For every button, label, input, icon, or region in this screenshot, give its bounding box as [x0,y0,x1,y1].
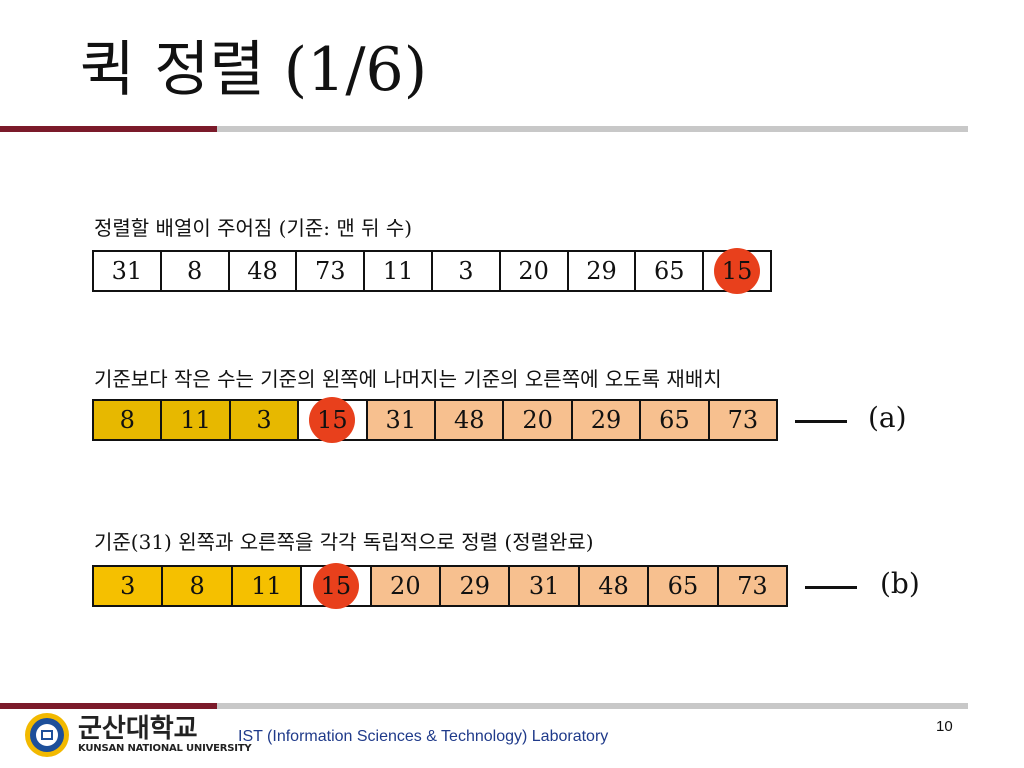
label-a: (a) [868,401,907,434]
array-cell: 48 [579,567,650,605]
cell-value: 8 [189,572,205,600]
array-cell: 31 [510,567,580,605]
footer-lab-name: IST (Information Sciences & Technology) … [238,728,609,745]
slide-title: 퀵 정렬 (1/6) [80,35,428,105]
array-cell: 31 [94,252,162,290]
array-cell: 65 [641,401,710,439]
array-cell: 15 [299,397,368,443]
array-cell: 20 [371,567,442,605]
label-line-b [805,586,857,589]
cell-value: 29 [459,572,490,600]
caption-partition: 기준보다 작은 수는 기준의 왼쪽에 나머지는 기준의 오른쪽에 오도록 재배치 [94,367,722,391]
array-cell: 65 [636,252,705,290]
array-cell: 20 [500,252,569,290]
array-row-partitioned: 8 11 3 15 31 48 20 29 65 73 [92,397,778,443]
cell-value: 11 [180,406,211,434]
array-cell: 8 [94,401,163,439]
pivot-marker [309,397,356,443]
caption-initial-array: 정렬할 배열이 주어짐 (기준: 맨 뒤 수) [94,216,413,240]
cell-value: 20 [522,406,553,434]
array-cell: 73 [718,567,787,605]
cell-value: 29 [590,406,622,434]
array-cell: 29 [572,401,642,439]
cell-value: 65 [659,406,690,434]
cell-value: 73 [737,572,768,600]
array-cell: 11 [232,567,303,605]
cell-value: 29 [586,257,617,285]
cell-value: 31 [385,406,417,434]
array-cell: 11 [162,401,231,439]
title-divider [0,126,1024,132]
array-cell: 29 [441,567,511,605]
logo-korean-name: 군산대학교 [78,713,198,744]
cell-value: 48 [247,257,278,285]
pivot-marker [714,248,761,294]
cell-value: 3 [120,572,136,600]
array-cell: 11 [365,252,433,290]
cell-value: 31 [111,257,143,285]
cell-value: 15 [320,572,352,600]
caption-sorted: 기준(31) 왼쪽과 오른쪽을 각각 독립적으로 정렬 (정렬완료) [94,530,594,554]
cell-value: 65 [667,572,699,600]
label-line-a [795,420,847,423]
cell-value: 15 [721,257,753,285]
cell-value: 8 [187,257,203,285]
array-row-initial: 31 8 48 73 11 3 20 29 65 15 [92,248,772,294]
array-cell: 48 [436,401,505,439]
cell-value: 65 [654,257,685,285]
array-cell: 3 [230,401,300,439]
array-row-sorted: 3 8 11 15 20 29 31 48 65 73 [92,563,788,609]
array-cell: 15 [704,248,770,294]
cell-value: 3 [256,406,272,434]
cell-value: 73 [727,406,759,434]
cell-value: 3 [458,257,474,285]
array-cell: 8 [163,567,233,605]
cell-value: 11 [251,572,282,600]
cell-value: 20 [518,257,549,285]
array-cell: 3 [94,567,164,605]
array-cell: 15 [302,563,372,609]
cell-value: 11 [382,257,414,285]
footer-divider [0,703,1024,709]
array-cell: 3 [432,252,501,290]
cell-value: 48 [453,406,485,434]
array-cell: 29 [568,252,637,290]
array-cell: 31 [367,401,437,439]
university-logo: 군산대학교 KUNSAN NATIONAL UNIVERSITY [24,712,252,758]
pivot-marker [312,563,359,609]
cell-value: 73 [315,257,346,285]
cell-value: 31 [528,572,560,600]
cell-value: 48 [598,572,629,600]
array-cell: 73 [709,401,777,439]
university-emblem-icon [25,713,69,757]
label-b: (b) [880,567,920,600]
cell-value: 15 [317,406,348,434]
page-number: 10 [936,718,953,735]
array-cell: 20 [504,401,573,439]
array-cell: 73 [297,252,366,290]
cell-value: 20 [390,572,421,600]
array-cell: 65 [649,567,719,605]
array-cell: 8 [161,252,230,290]
logo-english-name: KUNSAN NATIONAL UNIVERSITY [78,743,252,755]
cell-value: 8 [119,406,135,434]
array-cell: 48 [229,252,298,290]
